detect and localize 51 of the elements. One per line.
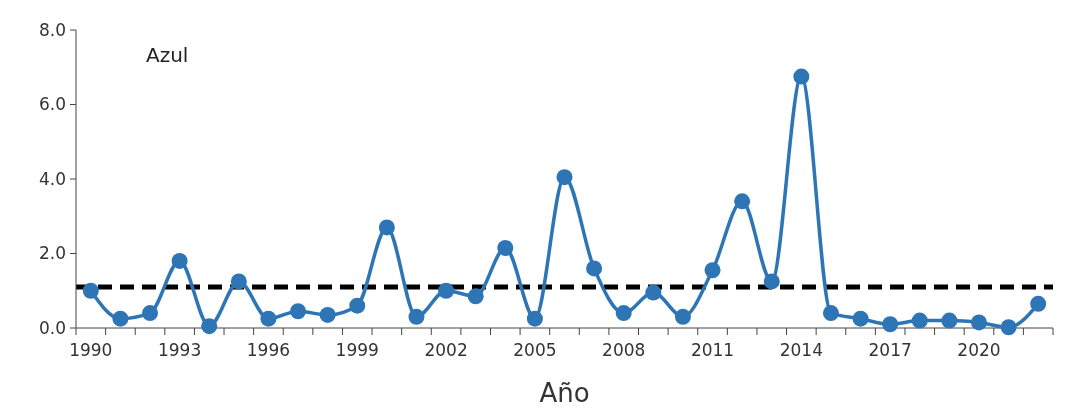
point [556, 169, 573, 186]
x-tick-label: 2008 [602, 340, 646, 360]
point [112, 310, 129, 327]
point [378, 219, 395, 236]
point [615, 305, 632, 322]
y-tick-label: 0.0 [38, 317, 66, 338]
annotation: Azul [146, 43, 189, 67]
y-tick-label: 8.0 [38, 19, 66, 40]
point [704, 262, 721, 279]
point [526, 310, 543, 327]
point [674, 308, 691, 325]
point [734, 193, 751, 210]
x-tick-label: 2011 [690, 340, 735, 360]
x-tick-label: 1990 [69, 340, 113, 360]
point [1000, 319, 1017, 336]
x-tick-label: 2005 [513, 340, 557, 360]
point [763, 273, 780, 290]
point [230, 273, 247, 290]
point [438, 282, 455, 299]
point [142, 305, 159, 322]
x-tick-label: 1996 [246, 340, 291, 360]
point [497, 239, 514, 256]
point [260, 310, 277, 327]
point [1030, 295, 1047, 312]
point [467, 288, 484, 305]
y-tick-label: 2.0 [38, 243, 66, 264]
point [882, 316, 899, 333]
x-axis-title: Año [539, 378, 590, 408]
point [822, 305, 839, 322]
y-tick-label: 4.0 [38, 168, 66, 189]
point [201, 318, 218, 335]
x-tick-label: 2014 [779, 340, 823, 360]
point [290, 303, 307, 320]
point [793, 68, 810, 85]
point [171, 252, 188, 269]
point [911, 312, 928, 329]
x-tick-label: 1993 [157, 340, 202, 360]
point [970, 314, 987, 331]
x-tick-label: 2020 [957, 340, 1001, 360]
point [319, 306, 336, 323]
y-tick-label: 6.0 [38, 94, 66, 115]
point [408, 308, 425, 325]
point [349, 297, 366, 314]
point [941, 312, 958, 329]
point [586, 260, 603, 277]
point [82, 282, 99, 299]
point [645, 284, 662, 301]
x-tick-label: 1999 [335, 340, 379, 360]
x-tick-label: 2002 [424, 340, 468, 360]
x-tick-label: 2017 [868, 340, 912, 360]
point [852, 310, 869, 327]
